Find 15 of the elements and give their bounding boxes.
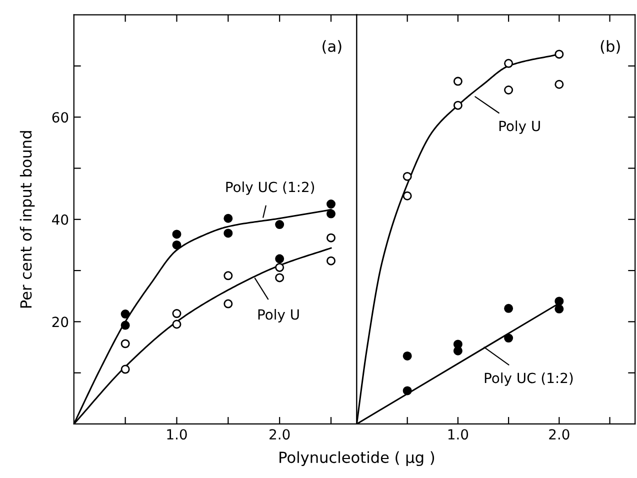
text: (b) bbox=[600, 40, 620, 54]
y-tick-label: 40 bbox=[52, 214, 68, 225]
text: (a) bbox=[322, 40, 342, 54]
x-tick-label: 1.0 bbox=[167, 429, 187, 440]
x-tick-label: 2.0 bbox=[549, 429, 570, 440]
annotation: Poly U bbox=[499, 120, 540, 134]
x-tick-label: 1.0 bbox=[448, 429, 468, 440]
y-tick-label: 60 bbox=[52, 112, 68, 123]
x-axis-title: Polynucleotide ( μg ) bbox=[280, 451, 434, 466]
annotation: Poly UC (1:2) bbox=[226, 181, 314, 195]
x-tick-label: 2.0 bbox=[270, 429, 290, 440]
annotation: Poly U bbox=[258, 309, 299, 322]
y-tick-label: 20 bbox=[52, 316, 68, 328]
y-axis-title: Per cent of input bound bbox=[20, 131, 35, 308]
annotation: Poly UC (1:2) bbox=[484, 372, 573, 386]
